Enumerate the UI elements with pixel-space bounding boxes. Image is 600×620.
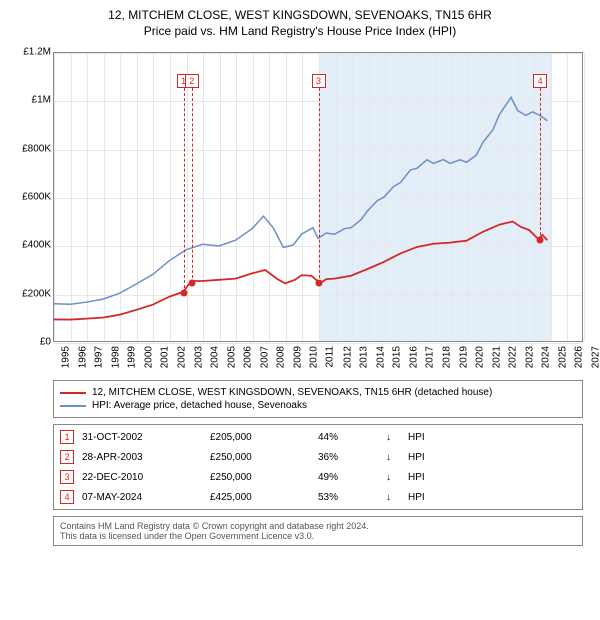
legend-label: HPI: Average price, detached house, Seve… (92, 400, 307, 411)
chart-container: 1234 19951996199719981999200020012002200… (8, 44, 592, 374)
marker-box-4: 4 (533, 74, 547, 88)
footnote-line1: Contains HM Land Registry data © Crown c… (60, 521, 576, 531)
series-hpi (54, 97, 547, 304)
gridline-v (584, 53, 585, 341)
marker-dot-2 (188, 279, 195, 286)
marker-dashed-line (192, 88, 193, 283)
tx-pct: 49% (318, 472, 378, 483)
tx-date: 28-APR-2003 (82, 452, 202, 463)
marker-box-2: 2 (185, 74, 199, 88)
marker-dot-3 (315, 279, 322, 286)
down-arrow-icon: ↓ (386, 492, 400, 503)
y-tick-label: £400K (22, 240, 51, 251)
tx-marker: 2 (60, 450, 74, 464)
y-tick-label: £0 (40, 337, 51, 348)
transaction-row: 3 22-DEC-2010 £250,000 49% ↓ HPI (54, 467, 582, 487)
footnote-line2: This data is licensed under the Open Gov… (60, 531, 576, 541)
marker-dashed-line (319, 88, 320, 283)
tx-price: £425,000 (210, 492, 310, 503)
plot-area: 1234 (53, 52, 583, 342)
legend: 12, MITCHEM CLOSE, WEST KINGSDOWN, SEVEN… (53, 380, 583, 418)
transaction-row: 1 31-OCT-2002 £205,000 44% ↓ HPI (54, 427, 582, 447)
x-tick-label: 2027 (590, 346, 600, 368)
tx-hpi-label: HPI (408, 492, 425, 503)
marker-dot-1 (180, 290, 187, 297)
transaction-row: 4 07-MAY-2024 £425,000 53% ↓ HPI (54, 487, 582, 507)
marker-dot-4 (537, 237, 544, 244)
marker-dashed-line (540, 88, 541, 241)
tx-hpi-label: HPI (408, 452, 425, 463)
chart-title: 12, MITCHEM CLOSE, WEST KINGSDOWN, SEVEN… (8, 8, 592, 38)
tx-price: £250,000 (210, 452, 310, 463)
tx-hpi-label: HPI (408, 432, 425, 443)
y-tick-label: £600K (22, 192, 51, 203)
legend-item: HPI: Average price, detached house, Seve… (60, 400, 576, 411)
y-tick-label: £800K (22, 143, 51, 154)
legend-swatch (60, 405, 86, 407)
tx-hpi-label: HPI (408, 472, 425, 483)
tx-pct: 53% (318, 492, 378, 503)
transaction-table: 1 31-OCT-2002 £205,000 44% ↓ HPI 2 28-APR-2003 £… (53, 424, 583, 510)
legend-label: 12, MITCHEM CLOSE, WEST KINGSDOWN, SEVEN… (92, 387, 492, 398)
tx-pct: 44% (318, 432, 378, 443)
y-tick-label: £1M (32, 95, 51, 106)
legend-item: 12, MITCHEM CLOSE, WEST KINGSDOWN, SEVEN… (60, 387, 576, 398)
tx-marker: 1 (60, 430, 74, 444)
tx-price: £250,000 (210, 472, 310, 483)
tx-marker: 4 (60, 490, 74, 504)
tx-marker: 3 (60, 470, 74, 484)
y-tick-label: £1.2M (23, 47, 51, 58)
tx-date: 22-DEC-2010 (82, 472, 202, 483)
down-arrow-icon: ↓ (386, 452, 400, 463)
down-arrow-icon: ↓ (386, 432, 400, 443)
tx-date: 31-OCT-2002 (82, 432, 202, 443)
transaction-row: 2 28-APR-2003 £250,000 36% ↓ HPI (54, 447, 582, 467)
marker-box-3: 3 (312, 74, 326, 88)
down-arrow-icon: ↓ (386, 472, 400, 483)
title-line1: 12, MITCHEM CLOSE, WEST KINGSDOWN, SEVEN… (8, 8, 592, 22)
title-line2: Price paid vs. HM Land Registry's House … (8, 24, 592, 38)
gridline-h (54, 343, 582, 344)
footnote: Contains HM Land Registry data © Crown c… (53, 516, 583, 546)
y-tick-label: £200K (22, 288, 51, 299)
marker-dashed-line (184, 88, 185, 294)
tx-date: 07-MAY-2024 (82, 492, 202, 503)
tx-pct: 36% (318, 452, 378, 463)
legend-swatch (60, 392, 86, 394)
tx-price: £205,000 (210, 432, 310, 443)
